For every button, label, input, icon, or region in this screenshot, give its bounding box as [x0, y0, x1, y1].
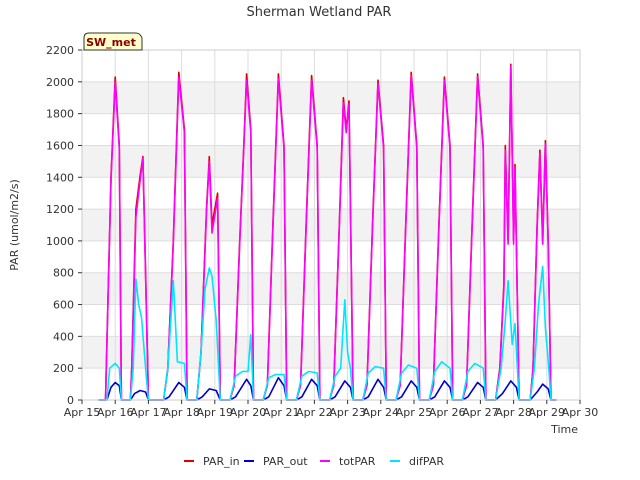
plot-band: [82, 50, 580, 82]
series-line-totpar: [98, 65, 557, 401]
y-tick-label: 600: [53, 299, 74, 312]
plot-band: [82, 209, 580, 241]
y-axis-label: PAR (umol/m2/s): [8, 179, 21, 271]
legend-label: totPAR: [339, 455, 376, 468]
legend-label: PAR_in: [203, 455, 240, 468]
legend: PAR_in PAR_out totPAR difPAR: [184, 455, 444, 468]
x-tick-label: Apr 25: [396, 406, 433, 419]
station-badge-box: [83, 32, 143, 51]
legend-label: difPAR: [409, 455, 444, 468]
x-tick-label: Apr 24: [363, 406, 400, 419]
y-tick-label: 1600: [46, 139, 74, 152]
plot-band: [82, 81, 580, 114]
y-tick-label: 1800: [46, 108, 74, 121]
x-tick-label: Apr 19: [197, 406, 234, 419]
plot-band: [82, 145, 580, 178]
x-tick-label: Apr 22: [296, 406, 333, 419]
y-tick-label: 1000: [46, 235, 74, 248]
y-tick-label: 800: [53, 267, 74, 280]
plot-frame: [81, 49, 581, 401]
y-tick-label: 1400: [46, 171, 74, 184]
x-tick-label: Apr 17: [130, 406, 167, 419]
x-tick-label: Apr 27: [462, 406, 499, 419]
legend-label: PAR_out: [263, 455, 308, 468]
station-badge: SW_met: [83, 32, 143, 51]
plot-bands: [82, 50, 580, 400]
y-axis: 0 200 400 600 800 1000 1200 1400 1600 1800 2000 220…: [46, 44, 82, 407]
plot-band: [82, 304, 580, 337]
station-label: SW_met: [86, 36, 136, 49]
y-tick-label: 0: [67, 394, 74, 407]
plot-band: [82, 272, 580, 305]
x-tick-label: Apr 30: [562, 406, 599, 419]
x-tick-label: Apr 21: [263, 406, 300, 419]
y-tick-label: 2200: [46, 44, 74, 57]
y-tick-label: 2000: [46, 76, 74, 89]
x-tick-label: Apr 15: [64, 406, 101, 419]
y-tick-label: 1200: [46, 203, 74, 216]
y-tick-label: 200: [53, 362, 74, 375]
x-tick-label: Apr 16: [97, 406, 134, 419]
x-axis-label: Time: [550, 423, 578, 436]
x-tick-label: Apr 23: [329, 406, 366, 419]
y-tick-label: 400: [53, 330, 74, 343]
x-tick-label: Apr 28: [495, 406, 532, 419]
x-tick-label: Apr 26: [429, 406, 466, 419]
plot-band: [82, 240, 580, 273]
x-tick-label: Apr 18: [163, 406, 200, 419]
plot-band: [82, 336, 580, 369]
x-tick-label: Apr 29: [529, 406, 566, 419]
x-tick-label: Apr 20: [230, 406, 267, 419]
chart-title: Sherman Wetland PAR: [247, 5, 392, 20]
plot-band: [82, 113, 580, 146]
plot-band: [82, 177, 580, 210]
